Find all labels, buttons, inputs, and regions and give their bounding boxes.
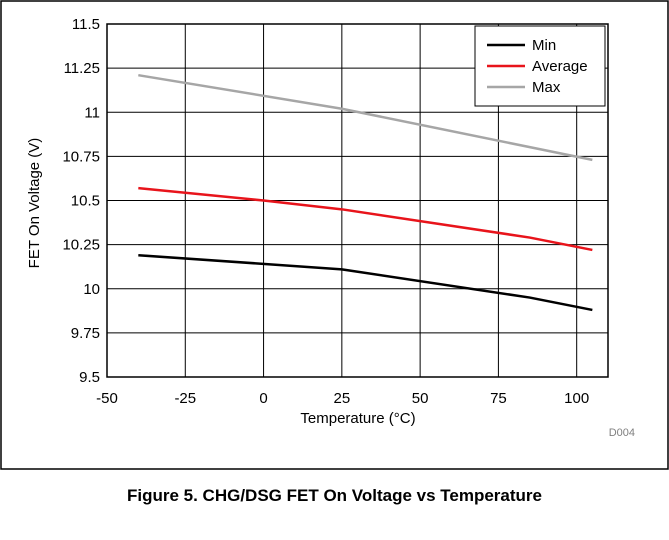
x-tick-label: 75 bbox=[490, 390, 507, 407]
y-tick-label: 11 bbox=[84, 104, 100, 121]
x-tick-labels: -50 -25 0 25 50 75 100 bbox=[96, 390, 589, 407]
y-tick-label: 11.25 bbox=[64, 60, 100, 77]
x-tick-label: -50 bbox=[96, 390, 118, 407]
series-lines bbox=[138, 73, 593, 312]
y-tick-label: 10.5 bbox=[71, 193, 100, 210]
y-tick-label: 9.5 bbox=[79, 369, 100, 386]
y-axis-title: FET On Voltage (V) bbox=[26, 138, 43, 269]
y-tick-label: 10.75 bbox=[62, 148, 100, 165]
legend-label-average: Average bbox=[532, 58, 588, 75]
fet-voltage-chart: 9.5 9.75 10 10.25 10.5 10.75 11 11.25 11.5 -50 -2… bbox=[0, 0, 669, 470]
x-tick-label: -25 bbox=[174, 390, 196, 407]
y-tick-labels: 9.5 9.75 10 10.25 10.5 10.75 11 11.25 11.5 bbox=[62, 16, 100, 386]
series-line-min bbox=[138, 253, 593, 312]
y-tick-label: 11.5 bbox=[72, 16, 100, 33]
y-tick-label: 10.25 bbox=[62, 237, 100, 254]
series-line-max bbox=[138, 73, 593, 162]
figure-code: D004 bbox=[609, 427, 635, 439]
x-tick-label: 0 bbox=[259, 390, 267, 407]
x-tick-label: 100 bbox=[564, 390, 589, 407]
x-axis-title: Temperature (°C) bbox=[300, 410, 415, 427]
series-line-average bbox=[138, 186, 593, 252]
figure-border bbox=[0, 0, 669, 470]
legend-label-min: Min bbox=[532, 37, 556, 54]
x-tick-label: 25 bbox=[334, 390, 351, 407]
plot-area-border bbox=[106, 23, 609, 378]
y-tick-label: 9.75 bbox=[71, 325, 100, 342]
legend-label-max: Max bbox=[532, 79, 561, 96]
y-tick-label: 10 bbox=[83, 281, 100, 298]
legend: Min Average Max bbox=[474, 25, 606, 107]
x-tick-label: 50 bbox=[412, 390, 429, 407]
figure-caption: Figure 5. CHG/DSG FET On Voltage vs Temp… bbox=[126, 486, 542, 505]
